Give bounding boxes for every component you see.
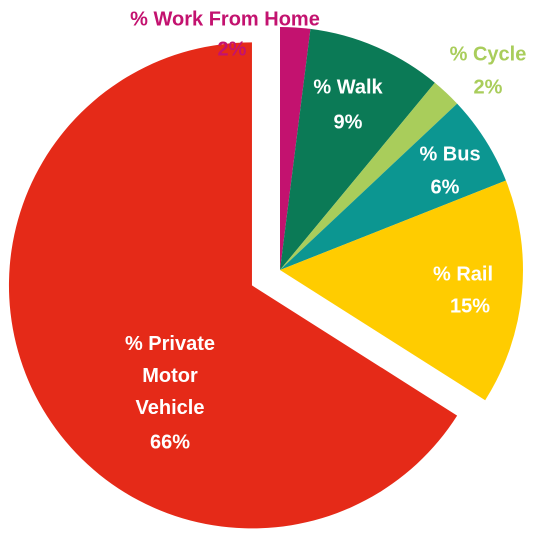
slice-label: % Private Motor Vehicle xyxy=(125,333,215,419)
slice-label: % Bus xyxy=(419,143,480,165)
pie-slice xyxy=(280,27,311,270)
slice-value-label: 15% xyxy=(450,295,490,317)
pie-slice xyxy=(280,180,523,401)
slice-value-label: 2% xyxy=(474,76,503,98)
slice-label: % Rail xyxy=(433,263,493,285)
slice-label: % Work From Home xyxy=(130,8,320,30)
slice-label: % Cycle xyxy=(450,43,527,65)
slice-value-label: 9% xyxy=(334,111,363,133)
pie-slice xyxy=(280,103,506,270)
slice-value-label: 6% xyxy=(431,176,460,198)
pie-slice xyxy=(280,28,435,271)
pie-slice xyxy=(8,42,458,529)
slice-label: % Walk xyxy=(313,76,383,98)
pie-slice xyxy=(280,82,458,270)
slice-value-label: 2% xyxy=(218,38,247,60)
slice-value-label: 66% xyxy=(150,431,190,453)
